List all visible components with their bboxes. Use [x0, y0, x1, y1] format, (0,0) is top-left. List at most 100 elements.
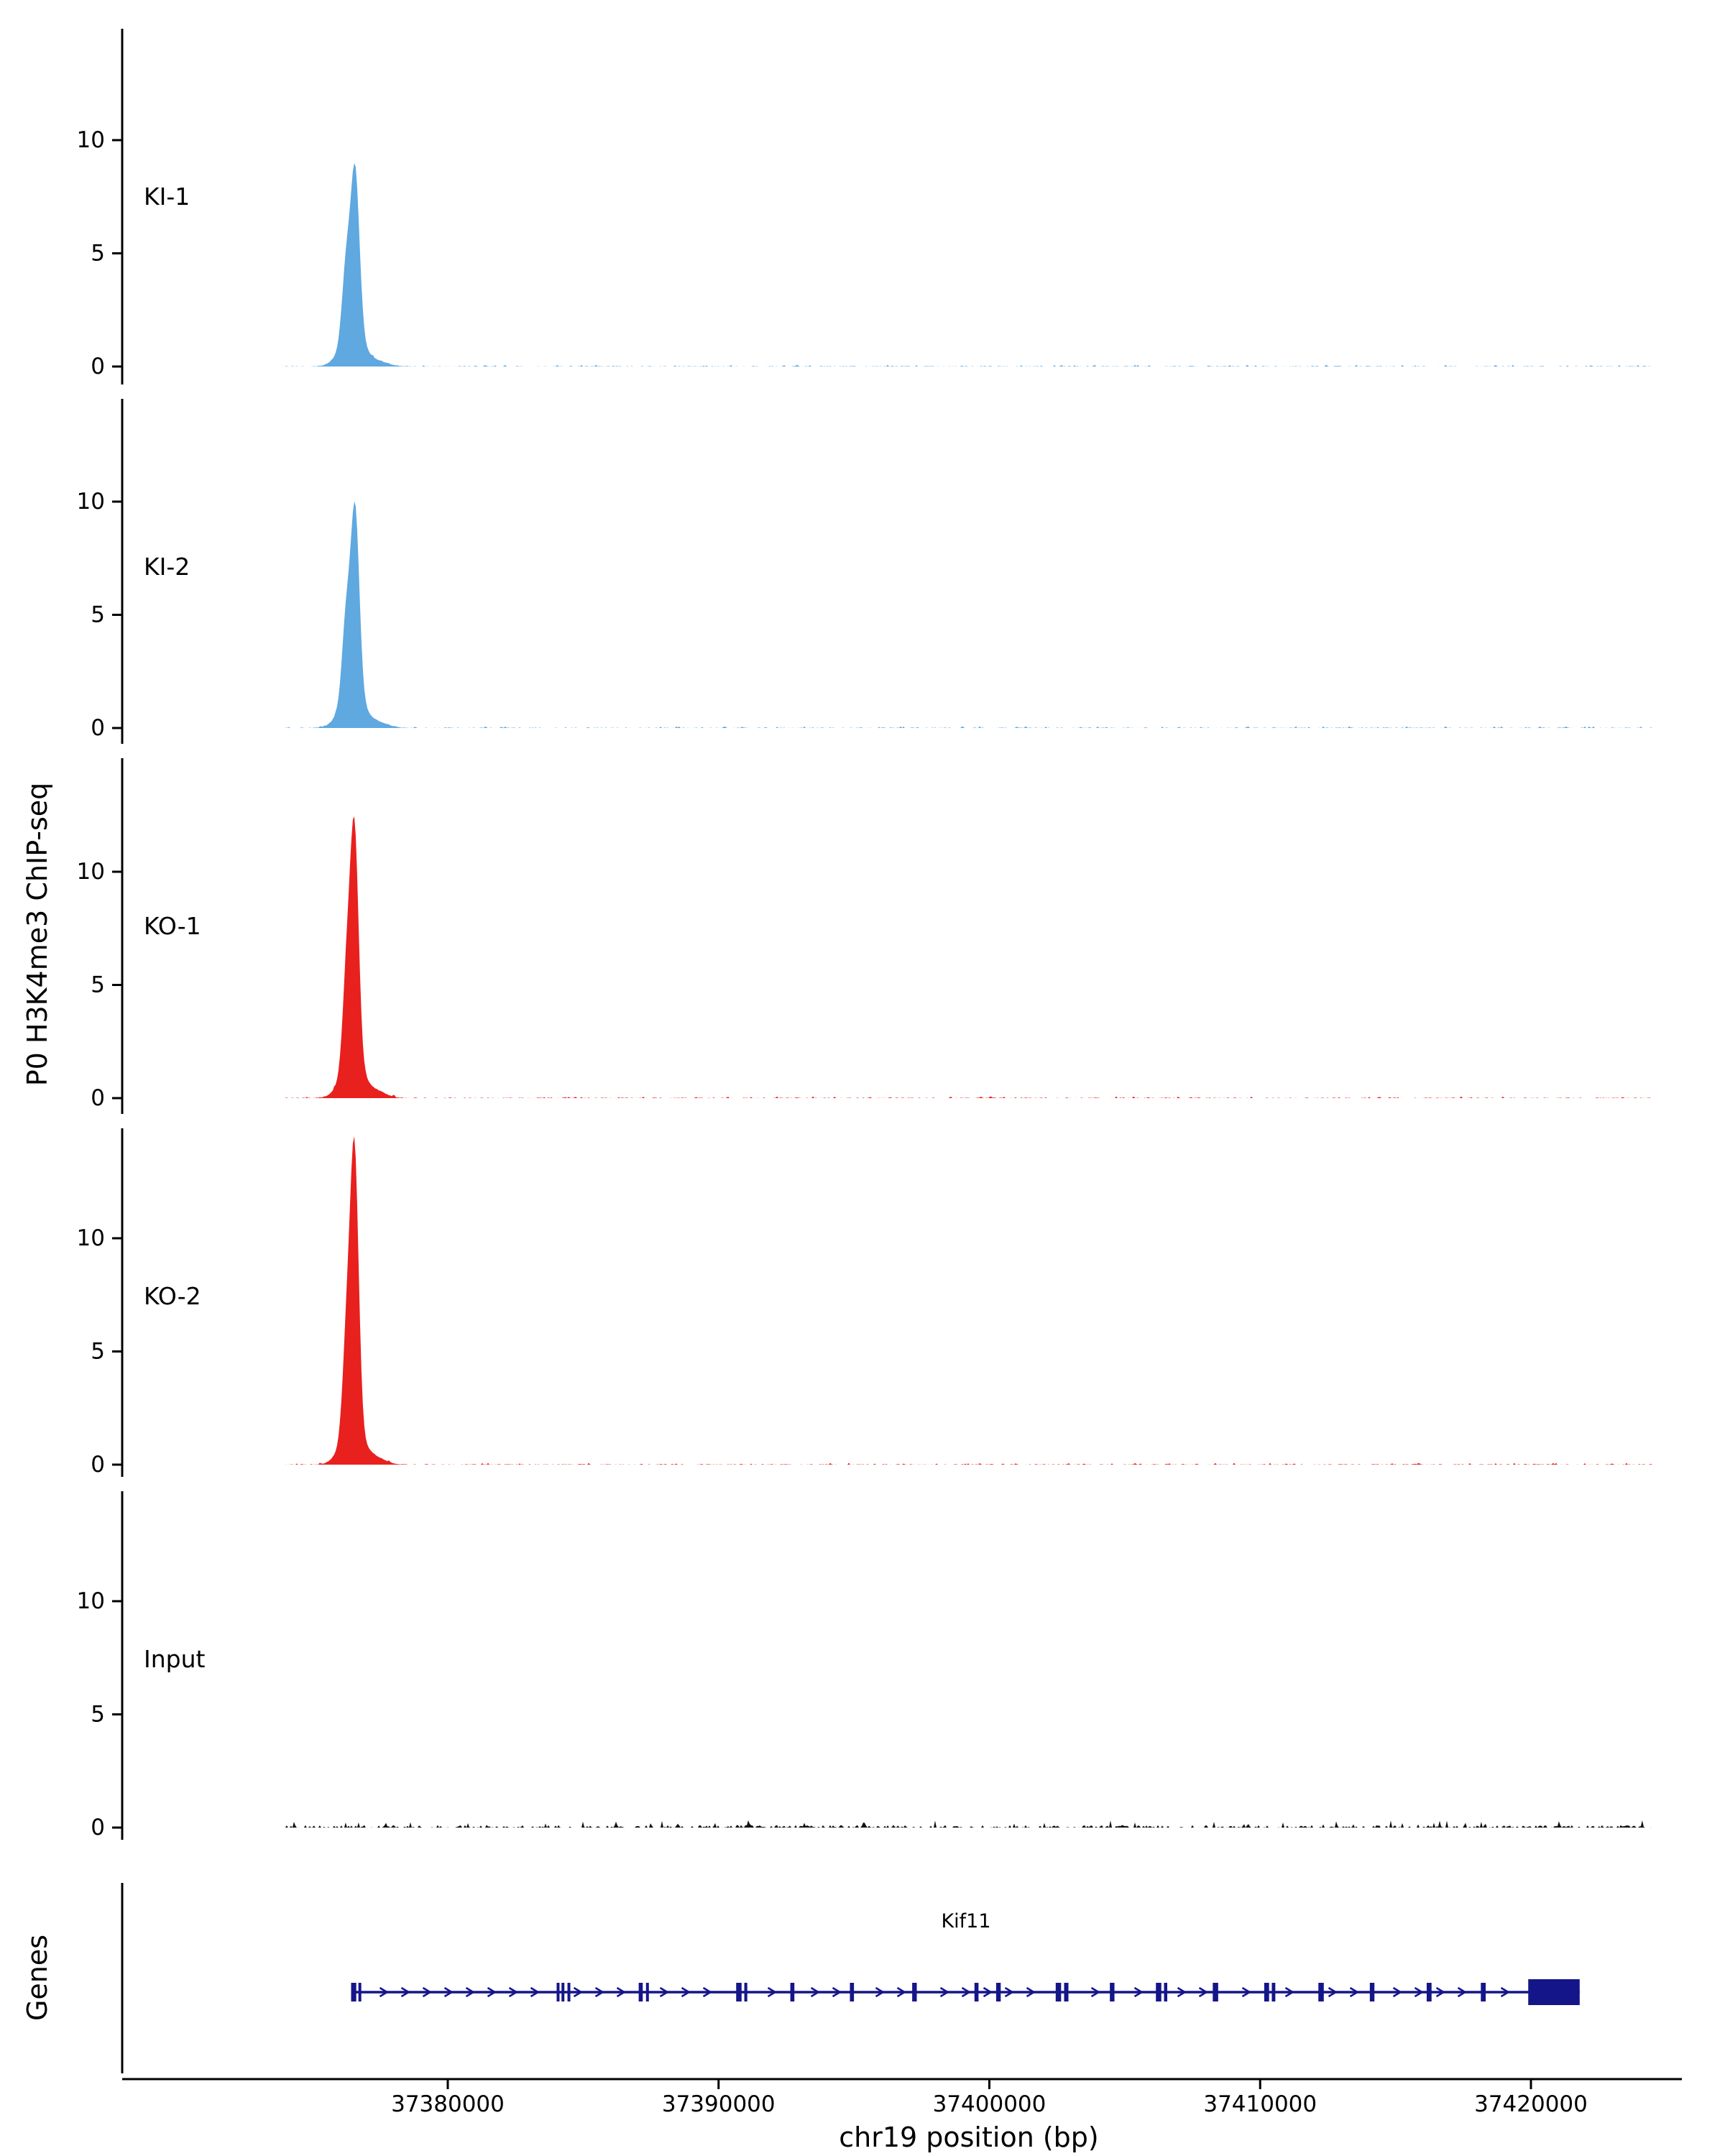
gene-strand-arrow [1328, 1986, 1338, 1998]
gene-exon [995, 1983, 1001, 2001]
y-tick-label: 0 [91, 1085, 105, 1111]
coverage-area [285, 1820, 1653, 1828]
track-label: KI-1 [144, 183, 190, 211]
gene-strand-arrow [767, 1986, 778, 1998]
gene-exon [1055, 1983, 1062, 2001]
x-tick-label: 37410000 [1203, 2091, 1317, 2117]
gene-exon [736, 1983, 742, 2001]
gene-exon [850, 1983, 855, 2001]
gene-exon [744, 1983, 748, 2001]
y-tick-label: 10 [77, 127, 105, 153]
x-tick-label: 37400000 [933, 2091, 1046, 2117]
gene-strand-arrow [659, 1986, 670, 1998]
gene-exon [1271, 1983, 1276, 2001]
gene-strand-arrow [810, 1986, 821, 1998]
gene-exon [1426, 1983, 1432, 2001]
y-tick-label: 5 [91, 972, 105, 998]
gene-strand-arrow [508, 1986, 519, 1998]
gene-strand-arrow [379, 1986, 390, 1998]
x-tick-label: 37380000 [391, 2091, 505, 2117]
y-tick-label: 5 [91, 602, 105, 628]
gene-strand-arrow [594, 1986, 605, 1998]
gene-strand-arrow [487, 1986, 497, 1998]
gene-strand-arrow [832, 1986, 842, 1998]
gene-exon [1110, 1983, 1115, 2001]
y-tick-label: 5 [91, 1702, 105, 1728]
coverage-area [285, 501, 1653, 728]
gene-strand-arrow [1090, 1986, 1101, 1998]
gene-exon [1156, 1983, 1162, 2001]
track-panel-KI-1: 0 5 10 KI-1 [77, 29, 1653, 384]
y-tick-label: 0 [91, 1452, 105, 1478]
coverage-area [285, 816, 1653, 1098]
gene-panel [121, 1883, 1580, 2073]
gene-strand-arrow [1133, 1986, 1144, 1998]
gene-strand-arrow [1004, 1986, 1015, 1998]
gene-exon [561, 1983, 565, 2001]
gene-exon [1369, 1983, 1375, 2001]
track-label: KO-2 [144, 1282, 201, 1310]
coverage-area [285, 1135, 1653, 1465]
gene-strand-arrow [875, 1986, 886, 1998]
gene-strand-arrow [1435, 1986, 1446, 1998]
gene-strand-arrow [1026, 1986, 1036, 1998]
gene-strand-arrow [1177, 1986, 1187, 1998]
gene-exon [1481, 1983, 1486, 2001]
gene-strand-arrow [1500, 1986, 1511, 1998]
gene-strand-arrow [1241, 1986, 1252, 1998]
track-panel-Input: 0 5 10 Input [77, 1491, 1653, 1841]
gene-strand-arrow [681, 1986, 691, 1998]
gene-exon [1264, 1983, 1269, 2001]
gene-strand-arrow [530, 1986, 540, 1998]
y-tick-label: 10 [77, 859, 105, 885]
coverage-area [285, 162, 1653, 367]
gene-exon [556, 1983, 560, 2001]
gene-name-label: Kif11 [941, 1910, 991, 1932]
gene-exon [790, 1983, 795, 2001]
gene-strand-arrow [1349, 1986, 1360, 1998]
y-tick-label: 0 [91, 354, 105, 379]
y-tick-label: 5 [91, 241, 105, 267]
gene-exon [567, 1983, 571, 2001]
y-tick-label: 0 [91, 1815, 105, 1841]
gene-exon [1164, 1983, 1168, 2001]
x-tick-label: 37390000 [662, 2091, 776, 2117]
x-axis: 37380000 37390000 37400000 37410000 37420000 [122, 2078, 1682, 2117]
gene-strand-arrow [896, 1986, 907, 1998]
gene-strand-arrow [983, 1986, 993, 1998]
y-axis-title: P0 H3K4me3 ChIP-seq [22, 782, 53, 1087]
gene-exon [1318, 1983, 1324, 2001]
gene-exon [1528, 1979, 1580, 2005]
gene-strand-arrow [400, 1986, 411, 1998]
y-tick-label: 5 [91, 1339, 105, 1365]
gene-strand-arrow [1198, 1986, 1209, 1998]
gene-exon [638, 1983, 643, 2001]
track-label: Input [144, 1645, 206, 1673]
track-panel-KO-1: 0 5 10 KO-1 [77, 758, 1653, 1114]
gene-strand-arrow [422, 1986, 433, 1998]
gene-strand-arrow [939, 1986, 950, 1998]
x-axis-title: chr19 position (bp) [839, 2122, 1099, 2153]
gene-strand-arrow [465, 1986, 476, 1998]
gene-strand-arrow [961, 1986, 972, 1998]
gene-strand-arrow [1457, 1986, 1468, 1998]
gene-strand-arrow [573, 1986, 584, 1998]
track-panel-KI-2: 0 5 10 KI-2 [77, 399, 1653, 744]
y-tick-label: 10 [77, 1588, 105, 1614]
gene-exon [358, 1983, 362, 2001]
track-label: KI-2 [144, 553, 190, 581]
gene-exon [351, 1983, 356, 2001]
gene-strand-arrow [443, 1986, 454, 1998]
track-label: KO-1 [144, 912, 201, 940]
gene-strand-arrow [1414, 1986, 1425, 1998]
gene-strand-arrow [616, 1986, 627, 1998]
gene-exon [974, 1983, 979, 2001]
genes-axis-title: Genes [22, 1934, 53, 2022]
y-tick-label: 0 [91, 715, 105, 741]
gene-strand-arrow [1392, 1986, 1403, 1998]
track-panel-KO-2: 0 5 10 KO-2 [77, 1128, 1653, 1478]
gene-exon [912, 1983, 917, 2001]
x-tick-label: 37420000 [1474, 2091, 1588, 2117]
